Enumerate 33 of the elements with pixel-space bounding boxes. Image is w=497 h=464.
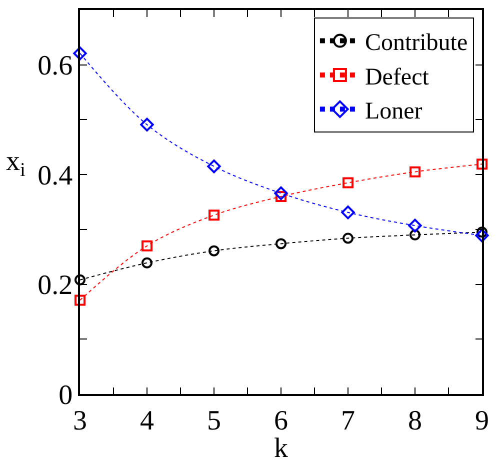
x-tick-label: 8 xyxy=(408,405,422,436)
x-tick-label: 4 xyxy=(140,405,154,436)
point xyxy=(74,274,86,286)
legend-label: Contribute xyxy=(364,30,468,56)
point xyxy=(341,206,355,220)
point xyxy=(408,218,422,232)
point xyxy=(142,257,152,268)
point xyxy=(208,210,220,221)
point xyxy=(342,232,354,244)
point xyxy=(410,166,420,178)
point xyxy=(476,158,488,170)
point xyxy=(274,186,288,200)
x-tick-label: 5 xyxy=(207,405,221,436)
point xyxy=(207,159,221,174)
point xyxy=(475,228,489,242)
y-tick-label: 0.6 xyxy=(38,50,73,82)
point xyxy=(276,238,286,250)
y-tick-label: 0 xyxy=(58,380,73,411)
legend-label: Defect xyxy=(364,64,430,90)
point xyxy=(73,46,87,60)
x-tick-label: 7 xyxy=(341,405,355,436)
y-tick-label: 0.2 xyxy=(38,270,73,302)
x-tick-label: 9 xyxy=(475,405,489,436)
point xyxy=(142,240,152,252)
legend-label: Loner xyxy=(364,98,422,125)
y-axis-title: x$_{i}$ xyxy=(6,146,26,181)
point xyxy=(410,229,420,240)
x-tick-label: 3 xyxy=(73,405,87,436)
point xyxy=(208,245,220,256)
y-tick-label: 0.4 xyxy=(38,160,73,192)
point xyxy=(74,294,86,306)
point xyxy=(140,118,154,132)
point xyxy=(342,177,354,188)
